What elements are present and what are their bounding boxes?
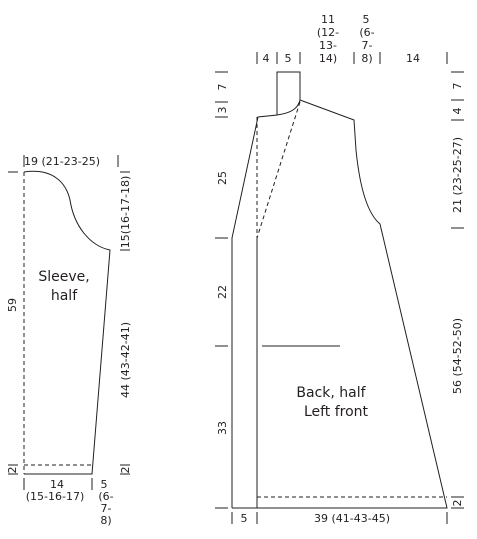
dimension-label: 5 — [285, 52, 292, 65]
dimension-label: 8) — [100, 514, 111, 527]
dimension-label: 56 (54-52-50) — [451, 318, 464, 394]
body-ticks — [215, 52, 464, 524]
dimension-label: 33 — [216, 421, 229, 435]
dimension-label: 5 — [363, 13, 370, 26]
dimension-label: 3 — [216, 107, 229, 114]
dimension-label: 4 — [451, 108, 464, 115]
dimension-label: 11 — [321, 13, 335, 26]
body-shape — [231, 71, 448, 509]
dimension-label: 2 — [451, 500, 464, 507]
dimension-label: 14) — [319, 52, 337, 65]
dimension-label: 13- — [319, 39, 337, 52]
dimension-label: 14 — [50, 478, 64, 491]
dimension-label: 25 — [216, 171, 229, 185]
dimension-label: 44 (43-42-41) — [119, 322, 132, 398]
dimension-label: 5 — [101, 478, 108, 491]
sleeve-ticks — [8, 155, 130, 490]
dimension-label: 14 — [406, 52, 420, 65]
piece-title: Left front — [304, 404, 369, 420]
piece-title: half — [51, 288, 78, 304]
dimension-label: (12- — [317, 26, 339, 39]
sleeve-shape — [23, 170, 111, 475]
dimension-label: 7- — [101, 502, 112, 515]
dimension-label: 7 — [216, 84, 229, 91]
dimension-label: 8) — [361, 52, 372, 65]
dimension-label: 39 (41-43-45) — [314, 512, 390, 525]
dimension-label: 19 (21-23-25) — [24, 155, 100, 168]
dimension-label: (15-16-17) — [26, 490, 85, 503]
dimension-label: (6- — [98, 490, 113, 503]
dimension-label: 7- — [362, 39, 373, 52]
piece-title: Back, half — [296, 385, 366, 401]
dimension-label: (6- — [359, 26, 374, 39]
dimension-label: 2 — [119, 467, 132, 474]
dimension-label: 7 — [451, 83, 464, 90]
dimension-label: 5 — [241, 512, 248, 525]
dimension-label: 2 — [6, 467, 19, 474]
dimension-label: 59 — [6, 298, 19, 312]
dimension-label: 21 (23-25-27) — [451, 137, 464, 213]
dimension-label: 15(16-17-18) — [119, 176, 132, 249]
dimension-label: 22 — [216, 285, 229, 299]
dimension-label: 4 — [263, 52, 270, 65]
piece-title: Sleeve, — [38, 269, 89, 285]
